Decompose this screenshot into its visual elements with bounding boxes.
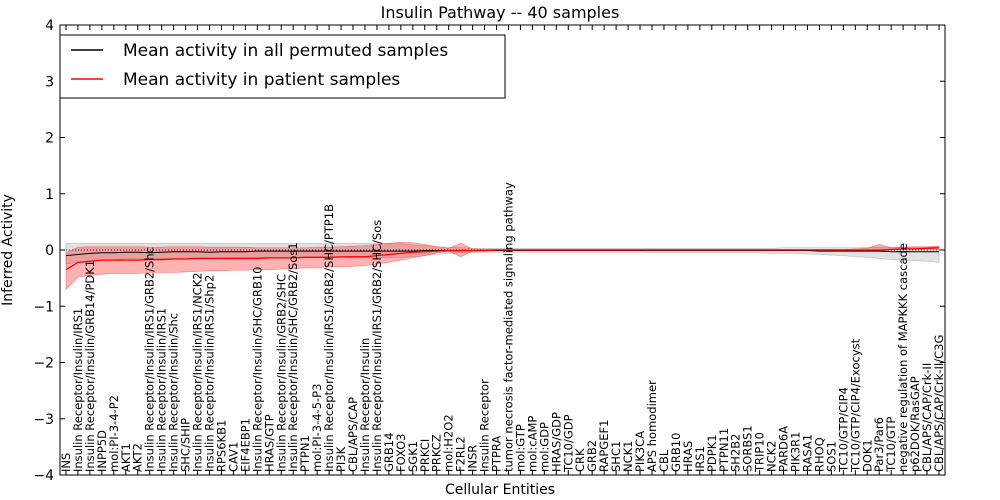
x-tick-label: tumor necrosis factor-mediated signaling… [501, 182, 515, 472]
series-band-1 [65, 242, 940, 265]
x-tick-label: GRB10 [669, 433, 683, 472]
x-tick-label: AKT2 [131, 443, 145, 472]
x-tick-label: Par3/Par6 [872, 417, 886, 472]
series-line-2 [65, 247, 940, 271]
x-tick-label: Insulin Receptor/Insulin/IRS1 [155, 308, 169, 472]
chart-title: Insulin Pathway -- 40 samples [381, 3, 620, 22]
x-tick-label: Insulin Receptor/Insulin/IRS1/GRB2/SHC/S… [370, 220, 384, 472]
x-tick-label: CBL [657, 449, 671, 472]
x-tick-label: DOK1 [860, 439, 874, 472]
x-tick-label: INS [59, 453, 73, 472]
x-tick-label: RAPGEF1 [597, 420, 611, 472]
x-tick-label: negative regulation of MAPKKK cascade [896, 243, 910, 472]
x-tick-label: SHC/SHIP [179, 418, 193, 472]
x-tick-label: SH2B2 [729, 434, 743, 472]
x-tick-label: INPP5D [95, 430, 109, 472]
x-tick-label: CBL/APS/CAP/Crk-II/C3G [932, 335, 946, 472]
x-tick-label: Insulin Receptor/Insulin/IRS1/GRB2/SHC/P… [322, 204, 336, 472]
legend-box [59, 34, 506, 99]
y-tick-label: 0 [45, 243, 54, 259]
x-tick-label: Insulin Receptor/Insulin/IRS1/Shp2 [202, 275, 216, 472]
x-tick-label: PIK3CA [633, 431, 647, 472]
x-tick-label: CBL/APS/CAP [346, 397, 360, 472]
x-tick-label: HRAS/GDP [549, 412, 563, 472]
x-tick-label: NCK1 [621, 441, 635, 473]
x-tick-label: PTPRA [490, 436, 504, 472]
x-tick-label: CAV1 [226, 442, 240, 472]
legend-label-1: Mean activity in all permuted samples [123, 41, 448, 61]
x-tick-label: PRKCZ [430, 434, 444, 472]
x-tick-label: SORBS1 [741, 425, 755, 472]
y-tick-label: −3 [33, 412, 54, 428]
series-band-2 [65, 241, 940, 291]
x-tick-label: CRK [573, 448, 587, 472]
x-tick-label: mol:PI-3-4-P2 [107, 395, 121, 472]
x-tick-label: GRB14 [382, 433, 396, 472]
x-tick-label: EIF4EBP1 [238, 418, 252, 472]
x-tick-label: HRAS/GTP [262, 414, 276, 472]
x-tick-label: SHC1 [609, 441, 623, 472]
x-tick-label: NCK2 [765, 441, 779, 473]
x-tick-label: TC10/GTP/CIP4/Exocyst [848, 338, 862, 473]
x-tick-label: mol:H2O2 [442, 414, 456, 472]
x-tick-label: mol:GDP [537, 422, 551, 472]
x-tick-label: HRAS [681, 441, 695, 472]
x-tick-label: RHOQ [812, 437, 826, 472]
x-tick-label: GRB2 [585, 440, 599, 472]
x-axis-label: Cellular Entities [445, 482, 555, 498]
x-tick-label: mol:PI-3-4-5-P3 [310, 384, 324, 472]
x-tick-label: Insulin Receptor/Insulin/GRB14/PDK1 [83, 260, 97, 472]
x-tick-label: mol:GTP [513, 424, 527, 472]
x-tick-label: Insulin Receptor/Insulin/IRS1 [71, 308, 85, 472]
x-tick-label: Insulin Receptor/Insulin/GRB2/SHC [274, 274, 288, 472]
x-tick-label: Insulin Receptor/Insulin/SHC/GRB2/Sos1 [286, 242, 300, 472]
x-tick-label: F2RL2 [454, 436, 468, 472]
x-tick-label: Insulin Receptor/Insulin/IRS1/NCK2 [191, 272, 205, 472]
legend: Mean activity in all permuted samples Mea… [59, 34, 506, 99]
y-tick-label: −4 [33, 468, 54, 484]
x-tick-label: APS homodimer [645, 380, 659, 472]
x-tick-label: Insulin Receptor/Insulin/SHC/GRB10 [250, 267, 264, 472]
x-tick-label: TC10/GDP [561, 414, 575, 473]
y-tick-label: 1 [45, 187, 54, 203]
y-tick-label: −1 [33, 299, 54, 315]
x-tick-label: TC10/GTP/CIP4 [836, 387, 850, 473]
x-tick-label: INSR [466, 445, 480, 472]
x-tick-label: Insulin Receptor/Insulin [358, 338, 372, 472]
x-tick-label: mol:cAMP [525, 416, 539, 472]
x-tick-label: SGK1 [406, 441, 420, 472]
y-tick-label: −2 [33, 356, 54, 372]
legend-label-2: Mean activity in patient samples [123, 70, 400, 90]
y-tick-label: 2 [45, 131, 54, 147]
x-tick-label: PI3K [334, 446, 348, 472]
x-tick-label: AKT1 [119, 443, 133, 472]
y-tick-label: 3 [45, 74, 54, 90]
x-tick-label: CBL/APS/CAP/Crk-II [920, 363, 934, 472]
y-axis-label: Inferred Activity [0, 194, 16, 306]
x-tick-label: TC10/GTP [884, 417, 898, 473]
x-tick-label: Insulin Receptor/Insulin/Shc [167, 313, 181, 472]
x-tick-label: p62DOK/RasGAP [908, 376, 922, 472]
x-tick-label: Insulin Receptor [478, 379, 492, 472]
x-tick-label: FOXO3 [394, 434, 408, 472]
x-tick-label: SOS1 [824, 441, 838, 472]
x-tick-label: RASA1 [800, 434, 814, 472]
x-tick-label: PTPN11 [717, 428, 731, 472]
x-tick-label: Insulin Receptor/Insulin/IRS1/GRB2/Shc [143, 247, 157, 472]
x-tick-label: TRIP10 [753, 432, 767, 473]
y-tick-label: 4 [45, 18, 54, 34]
x-tick-label: PARD6A [777, 426, 791, 472]
x-tick-label: IRS1 [693, 446, 707, 472]
x-tick-label: PDPK1 [705, 434, 719, 472]
x-tick-label: PRKCI [418, 439, 432, 472]
x-tick-label: PIK3R1 [789, 432, 803, 473]
x-tick-label: PTPN1 [298, 435, 312, 472]
x-tick-label: RPS6KB1 [214, 420, 228, 472]
